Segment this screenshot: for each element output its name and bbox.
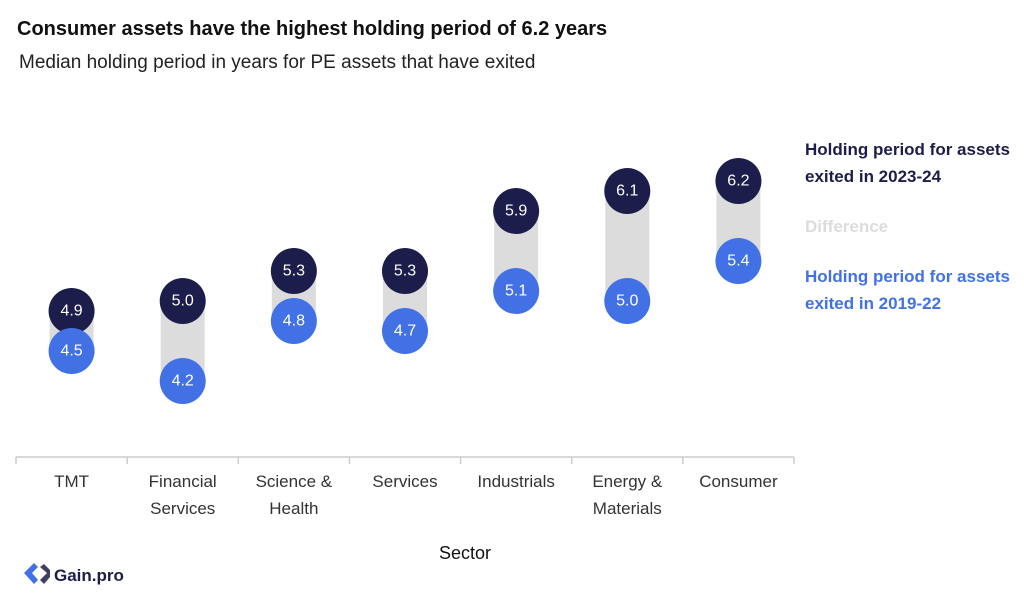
x-tick-label: Industrials [477,472,555,491]
value-label: 5.1 [505,283,527,300]
dot [382,308,428,354]
dot [493,188,540,234]
value-label: 5.3 [394,263,416,280]
dot [604,278,651,324]
dot [604,168,651,214]
legend-entry: Difference [805,217,889,236]
x-tick-label: Services [372,472,438,491]
dot [48,328,95,374]
dot [270,298,317,344]
x-tick-label: Financial Services [148,472,217,518]
value-label: 4.2 [172,373,194,390]
legend-entry: Holding period for assets exited in 2023… [805,140,1010,186]
legend-entry: Holding period for assets exited in 2019… [805,267,1010,313]
x-tick-label: TMT [54,472,90,491]
dot [715,238,762,284]
chart-title: Consumer assets have the highest holding… [17,18,608,40]
dot [159,358,206,404]
brand-name: Gain.pro [54,566,124,585]
value-label: 5.4 [727,253,749,270]
value-label: 5.9 [505,203,527,220]
x-tick-label: Science & Health [255,472,333,518]
brand-logo [24,563,50,584]
dot [715,158,762,204]
chart-subtitle: Median holding period in years for PE as… [19,52,536,73]
x-tick-label: Energy & Materials [592,472,663,518]
value-label: 5.0 [616,293,638,310]
dot [159,278,206,324]
x-axis-title: Sector [438,543,492,563]
value-label: 4.5 [60,343,82,360]
value-label: 6.2 [727,173,749,190]
dot [270,248,317,294]
value-label: 4.9 [60,303,82,320]
value-label: 5.0 [172,293,194,310]
value-label: 4.8 [283,313,305,330]
dot [493,268,540,314]
x-tick-label: Consumer [699,472,778,491]
value-label: 4.7 [394,323,416,340]
value-label: 5.3 [283,263,305,280]
dot [382,248,428,294]
value-label: 6.1 [616,183,638,200]
dot [48,288,95,334]
